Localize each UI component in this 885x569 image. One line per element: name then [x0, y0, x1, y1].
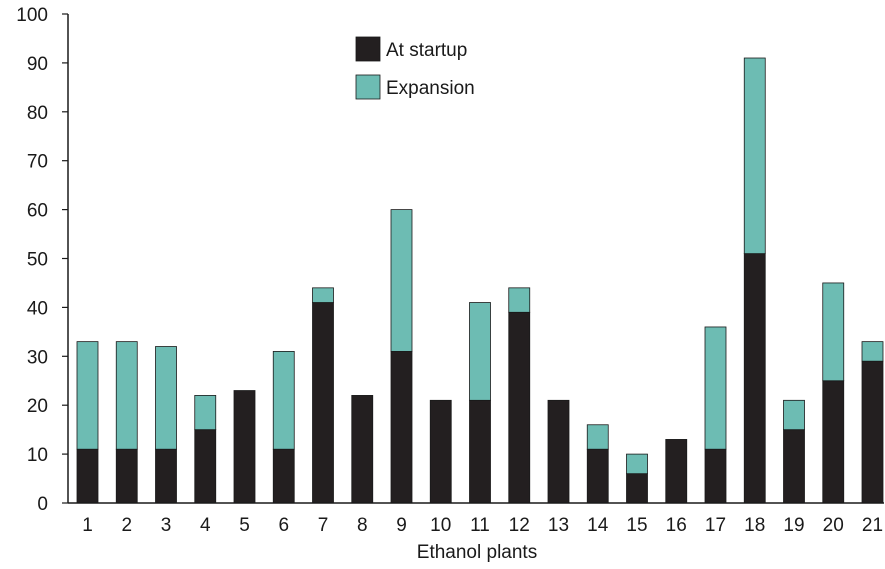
bar-at-startup-plant-17: [704, 448, 727, 504]
x-tick-label: 17: [705, 515, 726, 536]
bar-expansion-plant-20: [822, 282, 845, 382]
x-tick-label: 21: [862, 515, 883, 536]
bar-expansion-plant-21: [861, 341, 884, 362]
y-tick-label: 50: [27, 250, 48, 271]
bar-at-startup-plant-10: [429, 399, 452, 504]
bar-at-startup-plant-3: [155, 448, 177, 504]
bar-at-startup-plant-19: [783, 429, 805, 504]
bar-at-startup-plant-7: [312, 302, 334, 504]
x-tick-label: 13: [548, 515, 569, 536]
bar-expansion-plant-1: [76, 341, 99, 450]
bar-expansion-plant-7: [312, 287, 334, 303]
bar-expansion-plant-18: [743, 57, 766, 255]
bar-expansion-plant-19: [783, 399, 805, 431]
bar-at-startup-plant-13: [547, 399, 570, 504]
bar-at-startup-plant-1: [76, 448, 99, 504]
y-tick-label: 60: [27, 201, 48, 222]
y-tick-label: 0: [37, 494, 48, 515]
x-tick-label: 14: [587, 515, 609, 536]
bar-expansion-plant-11: [469, 302, 491, 401]
x-tick-label: 1: [82, 515, 93, 536]
x-axis-title: Ethanol plants: [417, 542, 537, 563]
x-tick-label: 11: [470, 515, 490, 536]
y-tick-label: 10: [27, 445, 48, 466]
x-tick-label: 2: [121, 515, 132, 536]
bar-expansion-plant-4: [194, 395, 217, 431]
x-tick-label: 7: [318, 515, 329, 536]
x-tick-label: 15: [626, 515, 647, 536]
bar-at-startup-plant-15: [626, 473, 648, 504]
y-tick-label: 100: [16, 5, 48, 26]
bar-expansion-plant-14: [586, 424, 609, 450]
bar-at-startup-plant-12: [508, 311, 531, 504]
bar-at-startup-plant-2: [115, 448, 138, 504]
bar-expansion-plant-3: [155, 346, 177, 450]
x-tick-label: 12: [509, 515, 530, 536]
y-axis-ticks: 0 10 20 30 40 50 60 70 80 90 100: [16, 5, 68, 515]
y-tick-label: 80: [27, 103, 48, 124]
legend-swatch-at-startup: [355, 36, 381, 62]
bar-at-startup-plant-5: [233, 390, 256, 504]
x-tick-label: 4: [200, 515, 211, 536]
y-tick-label: 30: [27, 347, 48, 368]
bar-expansion-plant-9: [390, 209, 413, 352]
bar-expansion-plant-6: [272, 351, 295, 450]
bar-at-startup-plant-18: [743, 253, 766, 504]
x-tick-label: 3: [161, 515, 172, 536]
legend-label-at-startup: At startup: [386, 40, 467, 61]
x-tick-label: 5: [239, 515, 250, 536]
x-tick-label: 9: [396, 515, 407, 536]
x-tick-label: 10: [430, 515, 451, 536]
y-tick-label: 70: [27, 152, 48, 173]
legend-swatch-expansion: [355, 74, 381, 100]
bar-expansion-plant-15: [626, 453, 648, 475]
y-tick-label: 90: [27, 54, 48, 75]
bar-expansion-plant-17: [704, 326, 727, 450]
bar-at-startup-plant-16: [665, 439, 688, 504]
bar-at-startup-plant-20: [822, 380, 845, 504]
x-tick-label: 18: [744, 515, 765, 536]
x-tick-label: 6: [278, 515, 289, 536]
bar-at-startup-plant-6: [272, 448, 295, 504]
y-tick-label: 40: [27, 298, 48, 319]
legend: At startup Expansion: [355, 36, 475, 100]
bar-expansion-plant-2: [115, 341, 138, 450]
bar-expansion-plant-12: [508, 287, 531, 313]
bar-at-startup-plant-21: [861, 360, 884, 504]
x-tick-label: 16: [666, 515, 687, 536]
bar-at-startup-plant-4: [194, 429, 217, 504]
bar-at-startup-plant-14: [586, 448, 609, 504]
x-tick-label: 19: [783, 515, 804, 536]
bar-at-startup-plant-9: [390, 351, 413, 504]
bars: [76, 57, 884, 504]
bar-at-startup-plant-8: [351, 395, 374, 504]
y-tick-label: 20: [27, 396, 48, 417]
x-tick-label: 20: [823, 515, 844, 536]
x-tick-label: 8: [357, 515, 368, 536]
legend-label-expansion: Expansion: [386, 78, 475, 99]
x-axis-ticks: 1 2 3 4 5 6 7 8 9 10 11 12 13 14 15 16 17 18 19 20 21: [82, 515, 883, 536]
bar-at-startup-plant-11: [469, 399, 491, 504]
